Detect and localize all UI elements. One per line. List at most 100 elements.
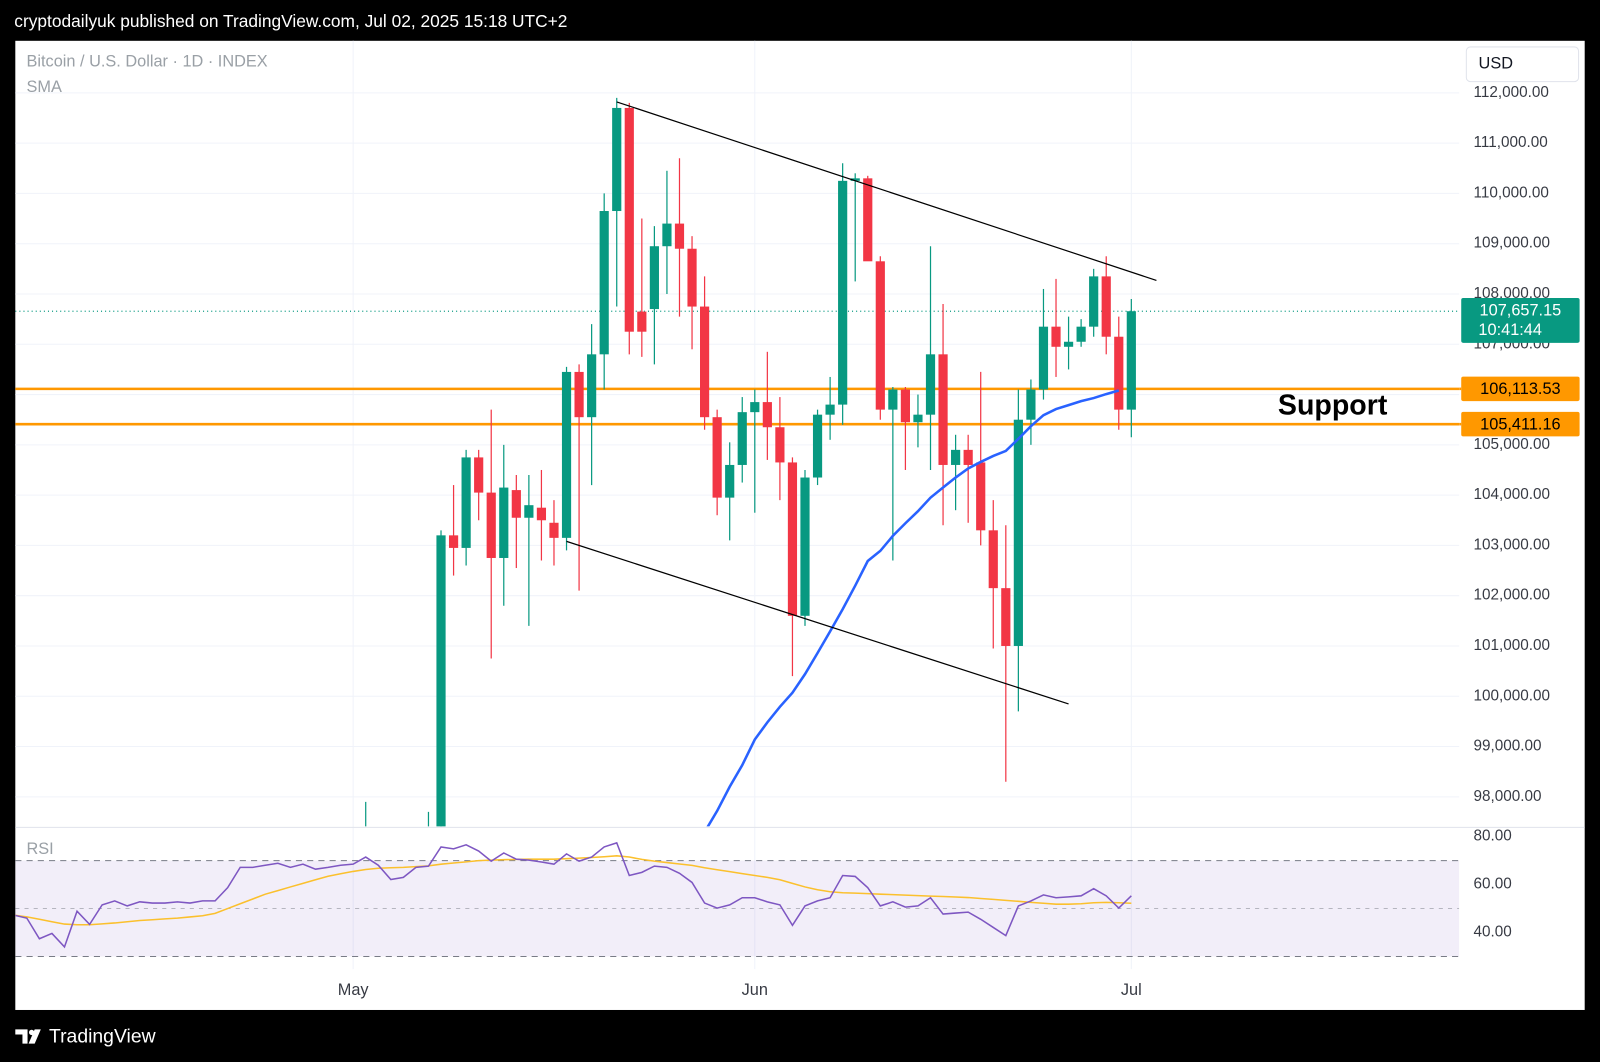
candle-body xyxy=(549,522,559,538)
candle-body xyxy=(938,354,948,465)
level-label-box xyxy=(1461,376,1580,402)
candle-body xyxy=(436,535,446,827)
candle-body xyxy=(662,223,672,247)
brand: TradingView xyxy=(49,1026,157,1048)
candle-body xyxy=(561,371,572,538)
candle-body xyxy=(1026,389,1036,420)
x-tick-label: Jun xyxy=(742,981,768,999)
y-tick-label: 109,000.00 xyxy=(1473,235,1550,252)
y-tick-label: 105,000.00 xyxy=(1473,436,1550,453)
candle-body xyxy=(750,402,760,413)
candle-body xyxy=(674,223,685,249)
rsi-tick-label: 40.00 xyxy=(1473,924,1511,941)
candle-body xyxy=(474,457,484,493)
candle-body xyxy=(448,535,459,548)
candle-body xyxy=(1101,276,1111,337)
candle-body xyxy=(624,107,634,332)
trendline xyxy=(616,101,1157,281)
candle-body xyxy=(900,389,910,423)
candle-body xyxy=(775,427,785,463)
indicator-label: RSI xyxy=(27,840,54,858)
candle-body xyxy=(787,462,798,616)
candle-body xyxy=(1051,326,1061,347)
x-tick-label: May xyxy=(338,981,370,999)
candle-body xyxy=(800,477,810,616)
candle-body xyxy=(461,457,471,548)
candle-body xyxy=(951,449,961,465)
x-tick-label: Jul xyxy=(1121,981,1142,999)
candle-body xyxy=(725,464,735,498)
candle-body xyxy=(486,492,496,558)
indicator-label: SMA xyxy=(27,78,62,96)
y-tick-label: 103,000.00 xyxy=(1473,536,1550,553)
y-tick-label: 98,000.00 xyxy=(1473,788,1541,805)
candle-body xyxy=(587,354,597,418)
rsi-band xyxy=(15,860,1460,957)
candle-body xyxy=(499,487,509,558)
chart-area xyxy=(15,40,1585,1010)
sma-line xyxy=(706,389,1120,827)
y-tick-label: 104,000.00 xyxy=(1473,486,1550,503)
candle-body xyxy=(687,248,697,307)
candle-body xyxy=(511,490,521,518)
logo-mark xyxy=(15,1029,41,1044)
candle-body xyxy=(1076,326,1086,342)
y-tick-label: 110,000.00 xyxy=(1473,184,1548,201)
publish-info: cryptodailyuk published on TradingView.c… xyxy=(14,11,567,31)
level-annotation: Support xyxy=(1278,390,1388,422)
logo xyxy=(15,1029,41,1044)
rsi-tick-label: 60.00 xyxy=(1473,876,1511,893)
y-tick-label: 112,000.00 xyxy=(1473,84,1548,101)
candle-body xyxy=(536,507,547,521)
candle-body xyxy=(737,412,747,465)
candle-body xyxy=(574,371,584,418)
candle-body xyxy=(1114,336,1124,410)
y-tick-label: 99,000.00 xyxy=(1473,738,1541,755)
rsi-ma-line xyxy=(15,855,1132,926)
y-tick-label: 100,000.00 xyxy=(1473,687,1550,704)
candle-body xyxy=(812,414,823,478)
price-pane xyxy=(15,97,1460,827)
candle-body xyxy=(599,211,609,355)
last-price-box xyxy=(1461,297,1580,343)
y-tick-label: 108,000.00 xyxy=(1473,285,1550,302)
chart-title: Bitcoin / U.S. Dollar · 1D · INDEX xyxy=(27,53,268,71)
last-price-label: 107,657.15 xyxy=(1480,302,1562,320)
candle-body xyxy=(1013,419,1023,646)
candle-body xyxy=(637,311,647,332)
candle-body xyxy=(925,354,936,415)
candle-body xyxy=(1001,588,1011,646)
level-label: 105,411.16 xyxy=(1480,415,1560,433)
trendline xyxy=(566,540,1069,705)
candle-body xyxy=(963,449,973,465)
y-tick-label: 102,000.00 xyxy=(1473,587,1550,604)
candle-body xyxy=(700,306,710,418)
candle-body xyxy=(913,414,923,423)
axes: 98,000.00 99,000.00 100,000.00 101,000.00 10… xyxy=(15,84,1585,999)
candle-body xyxy=(712,417,722,498)
candle-body xyxy=(649,246,659,310)
currency-button[interactable] xyxy=(1465,46,1580,83)
candle-body xyxy=(850,178,860,181)
grid xyxy=(15,40,1460,970)
candle-body xyxy=(838,180,848,405)
candle-body xyxy=(863,178,873,262)
candle-body xyxy=(1126,311,1136,410)
candle-body xyxy=(1089,276,1099,327)
logo-dot xyxy=(28,1029,35,1036)
candle-body xyxy=(524,505,534,518)
currency[interactable]: USD xyxy=(1479,55,1513,73)
rsi-pane xyxy=(15,841,1460,957)
candle-body xyxy=(888,389,898,410)
countdown-label: 10:41:44 xyxy=(1478,321,1542,339)
candle-body xyxy=(976,462,986,531)
candle-body xyxy=(612,107,622,212)
candle-body xyxy=(825,404,835,415)
y-tick-label: 111,000.00 xyxy=(1473,134,1547,151)
candle-body xyxy=(762,402,772,428)
candle-body xyxy=(988,530,998,589)
rsi-line xyxy=(15,841,1132,949)
level-label-box xyxy=(1461,411,1580,437)
